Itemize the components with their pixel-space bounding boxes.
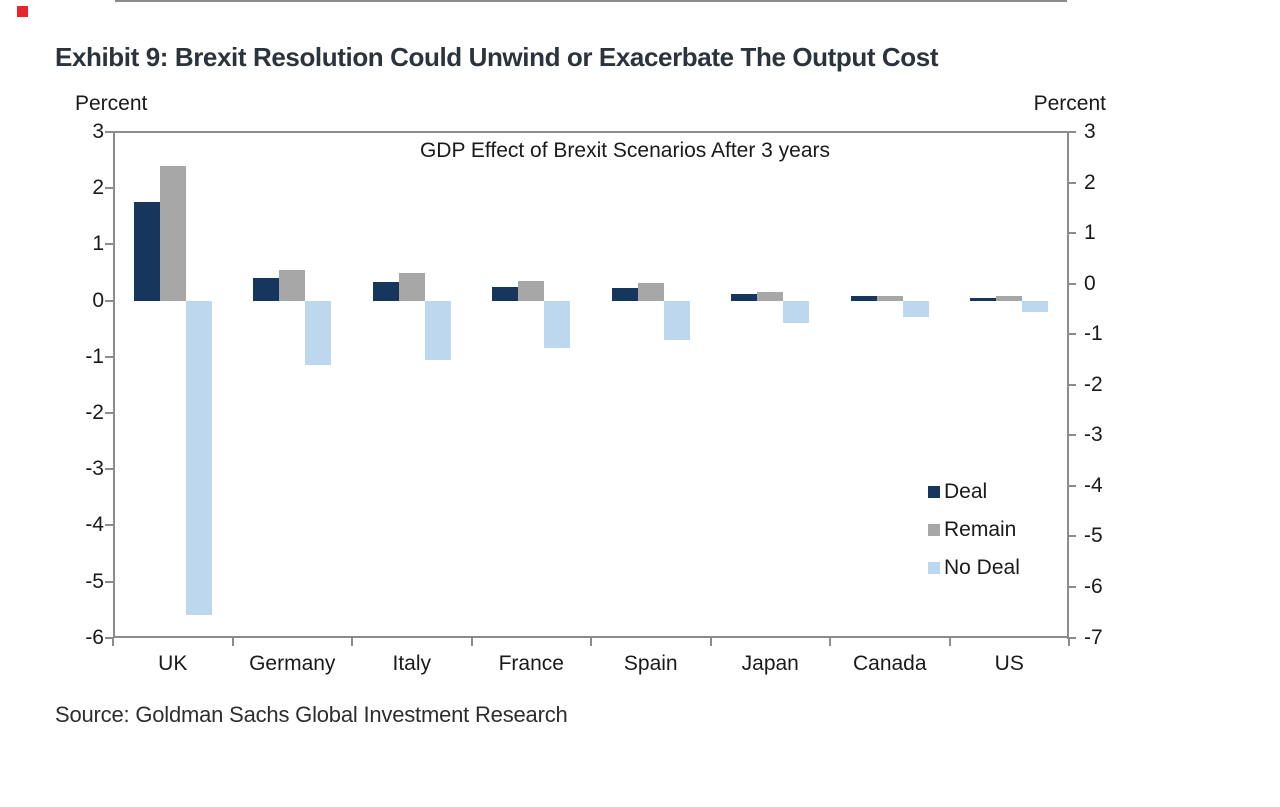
x-axis-tick (351, 637, 353, 646)
bar-deal (372, 282, 399, 301)
bar-remain (637, 282, 664, 301)
y-axis-tick-label-left: -2 (85, 401, 104, 424)
y-axis-tick-left (105, 524, 114, 527)
y-axis-tick-label-right: -7 (1084, 625, 1103, 649)
y-axis-tick-label-right: 2 (1084, 170, 1096, 194)
y-axis-tick-label-left: -5 (85, 569, 104, 593)
y-axis-tick-right (1067, 232, 1076, 235)
x-axis-tick (948, 637, 951, 646)
y-axis-tick-label-left: -4 (85, 513, 104, 537)
y-axis-tick-right (1067, 282, 1076, 285)
bar-no-deal (783, 300, 810, 324)
y-axis-tick-label-left: -6 (85, 625, 104, 649)
y-axis-tick-left (105, 580, 114, 583)
x-axis-category-label: France (498, 652, 564, 675)
right-axis-unit-label: Percent (1033, 92, 1106, 115)
bar-remain (159, 165, 186, 301)
bar-deal (970, 297, 997, 301)
bar-no-deal (663, 300, 690, 340)
x-axis-tick (590, 637, 592, 646)
bar-remain (876, 295, 903, 301)
exhibit-title: Exhibit 9: Brexit Resolution Could Unwin… (55, 42, 939, 72)
x-axis-tick (231, 637, 234, 646)
x-axis-category-label: Germany (249, 652, 336, 675)
y-axis-tick-right (1067, 535, 1076, 538)
red-square-marker (17, 6, 28, 17)
bar-remain (757, 292, 784, 301)
x-axis-category-label: Canada (852, 652, 927, 675)
x-axis-tick (1068, 637, 1070, 646)
legend-label: Deal (944, 480, 988, 503)
bar-remain (398, 272, 425, 301)
bar-remain (279, 269, 306, 301)
y-axis-tick-left (105, 187, 114, 190)
y-axis-tick-label-right: 1 (1084, 221, 1096, 245)
y-axis-tick-left (105, 131, 114, 133)
x-axis-category-label: Italy (392, 652, 431, 675)
y-axis-tick-label-left: 0 (92, 288, 104, 312)
x-axis-tick (112, 637, 114, 646)
bar-no-deal (424, 300, 451, 360)
bar-no-deal (902, 300, 929, 318)
chart-title: GDP Effect of Brexit Scenarios After 3 y… (419, 139, 831, 162)
bar-deal (611, 288, 638, 301)
bar-deal (850, 296, 877, 301)
y-axis-tick-label-right: -4 (1084, 473, 1103, 497)
y-axis-tick-label-left: 1 (92, 232, 104, 256)
y-axis-tick-label-right: -3 (1084, 423, 1103, 447)
y-axis-tick-label-right: -6 (1084, 575, 1103, 599)
y-axis-tick-label-right: 0 (1084, 271, 1096, 295)
source-caption: Source: Goldman Sachs Global Investment … (55, 702, 568, 727)
bar-remain (996, 296, 1023, 301)
y-axis-tick-label-left: -3 (85, 457, 104, 481)
y-axis-tick-left (105, 412, 114, 414)
zero-gridline (115, 0, 1067, 2)
y-axis-tick-right (1067, 636, 1076, 639)
bar-no-deal (1022, 300, 1049, 312)
y-axis-tick-left (105, 468, 114, 471)
y-axis-tick-label-left: 2 (92, 176, 104, 200)
legend-marker-icon (928, 562, 940, 574)
bar-deal (492, 286, 519, 301)
x-axis-category-label: Japan (741, 652, 799, 675)
y-axis-tick-label-right: -1 (1084, 322, 1103, 346)
y-axis-tick-label-right: 3 (1084, 120, 1096, 143)
bar-no-deal (544, 300, 571, 349)
bar-remain (518, 280, 545, 301)
x-axis-tick (829, 637, 831, 646)
legend-label: Remain (944, 518, 1017, 541)
bar-deal (133, 202, 160, 301)
y-axis-tick-left (105, 243, 114, 246)
x-axis-tick (709, 637, 712, 646)
y-axis-tick-right (1067, 181, 1076, 184)
bar-no-deal (185, 300, 212, 616)
legend-label: No Deal (944, 556, 1020, 579)
legend-marker-icon (928, 524, 940, 536)
left-axis-unit-label: Percent (75, 92, 148, 115)
y-axis-tick-label-right: -2 (1084, 372, 1103, 396)
y-axis-tick-right (1067, 484, 1076, 487)
y-axis-tick-right (1067, 333, 1076, 336)
y-axis-tick-right (1067, 586, 1076, 589)
x-axis-category-label: UK (158, 652, 188, 675)
bar-no-deal (305, 300, 332, 366)
x-axis-category-label: US (994, 652, 1024, 675)
y-axis-tick-label-right: -5 (1084, 524, 1103, 548)
y-axis-tick-left (105, 636, 114, 639)
y-axis-tick-right (1067, 383, 1076, 386)
x-axis-tick (470, 637, 473, 646)
x-axis-category-label: Spain (623, 652, 678, 675)
y-axis-tick-label-left: -1 (85, 344, 104, 368)
legend-marker-icon (928, 486, 940, 498)
y-axis-tick-left (105, 355, 114, 358)
y-axis-tick-right (1067, 131, 1076, 133)
y-axis-tick-right (1067, 434, 1076, 437)
y-axis-tick-left (105, 299, 114, 302)
y-axis-tick-label-left: 3 (92, 120, 104, 143)
plot-area (113, 131, 1069, 638)
bar-deal (253, 278, 280, 301)
bar-deal (731, 293, 758, 301)
